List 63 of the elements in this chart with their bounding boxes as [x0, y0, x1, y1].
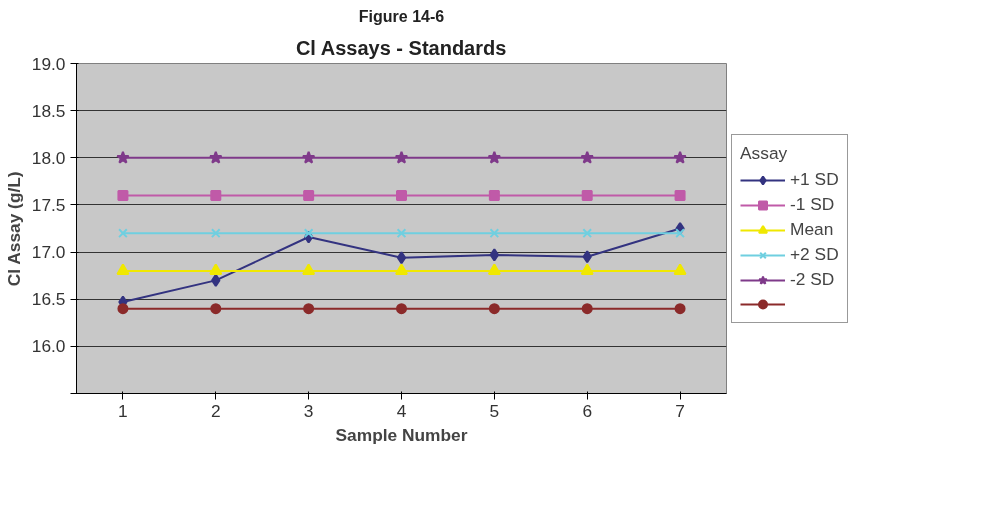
legend-label: +2 SD: [790, 244, 839, 265]
point: [209, 263, 223, 276]
x-tick-label: 1: [118, 400, 128, 421]
y-tick-label: 18.5: [31, 100, 66, 121]
point: [211, 273, 221, 287]
point: [116, 263, 130, 276]
point: [580, 150, 594, 164]
point: [209, 150, 223, 164]
y-tick-label: 18.0: [31, 147, 66, 168]
x-axis-title: Sample Number: [335, 424, 468, 445]
legend-label: +1 SD: [790, 169, 839, 190]
point: [394, 150, 409, 164]
y-tick-label: 16.0: [31, 336, 66, 357]
x-tick-label: 5: [489, 400, 500, 421]
point: [674, 190, 686, 201]
point: [395, 263, 408, 276]
point: [396, 190, 407, 201]
point: [582, 228, 593, 239]
chart-subtitle: Cl Assays - Standards: [295, 36, 507, 59]
y-tick-label: 19.0: [31, 53, 66, 74]
point: [580, 263, 594, 276]
y-tick-label: 16.5: [31, 289, 66, 310]
point: [488, 303, 500, 315]
chart-title: Figure 14-6: [358, 7, 445, 25]
point: [303, 228, 314, 239]
point: [675, 228, 685, 239]
point: [117, 190, 129, 201]
point: [396, 251, 407, 265]
x-tick-label: 2: [210, 400, 221, 421]
point: [301, 150, 316, 164]
point: [581, 303, 593, 315]
point: [673, 263, 687, 276]
point: [302, 263, 316, 276]
legend-label: -1 SD: [790, 194, 835, 215]
point: [210, 303, 222, 315]
point: [674, 303, 686, 315]
point: [210, 228, 221, 239]
x-tick-label: 3: [303, 400, 314, 421]
point: [487, 263, 501, 276]
point: [582, 250, 592, 264]
point: [117, 303, 129, 315]
legend-label: -2 SD: [790, 269, 835, 290]
legend-title: Assay: [740, 143, 789, 164]
y-tick-label: 17.5: [31, 194, 66, 215]
y-tick-label: 17.0: [31, 242, 66, 263]
point: [116, 150, 130, 164]
point: [489, 228, 500, 239]
point: [396, 303, 407, 315]
legend-label: Mean: [790, 219, 834, 240]
x-tick-label: 6: [582, 400, 593, 421]
point: [581, 190, 593, 201]
point: [488, 190, 500, 201]
x-tick-label: 4: [396, 400, 407, 421]
point: [487, 150, 502, 164]
point: [673, 150, 687, 164]
point: [210, 190, 222, 201]
point: [118, 228, 128, 239]
point: [396, 228, 407, 239]
y-axis-title: Cl Assay (g/L): [3, 171, 24, 287]
x-tick-label: 7: [675, 400, 685, 421]
point: [489, 248, 500, 262]
point: [303, 303, 315, 315]
point: [303, 190, 315, 201]
